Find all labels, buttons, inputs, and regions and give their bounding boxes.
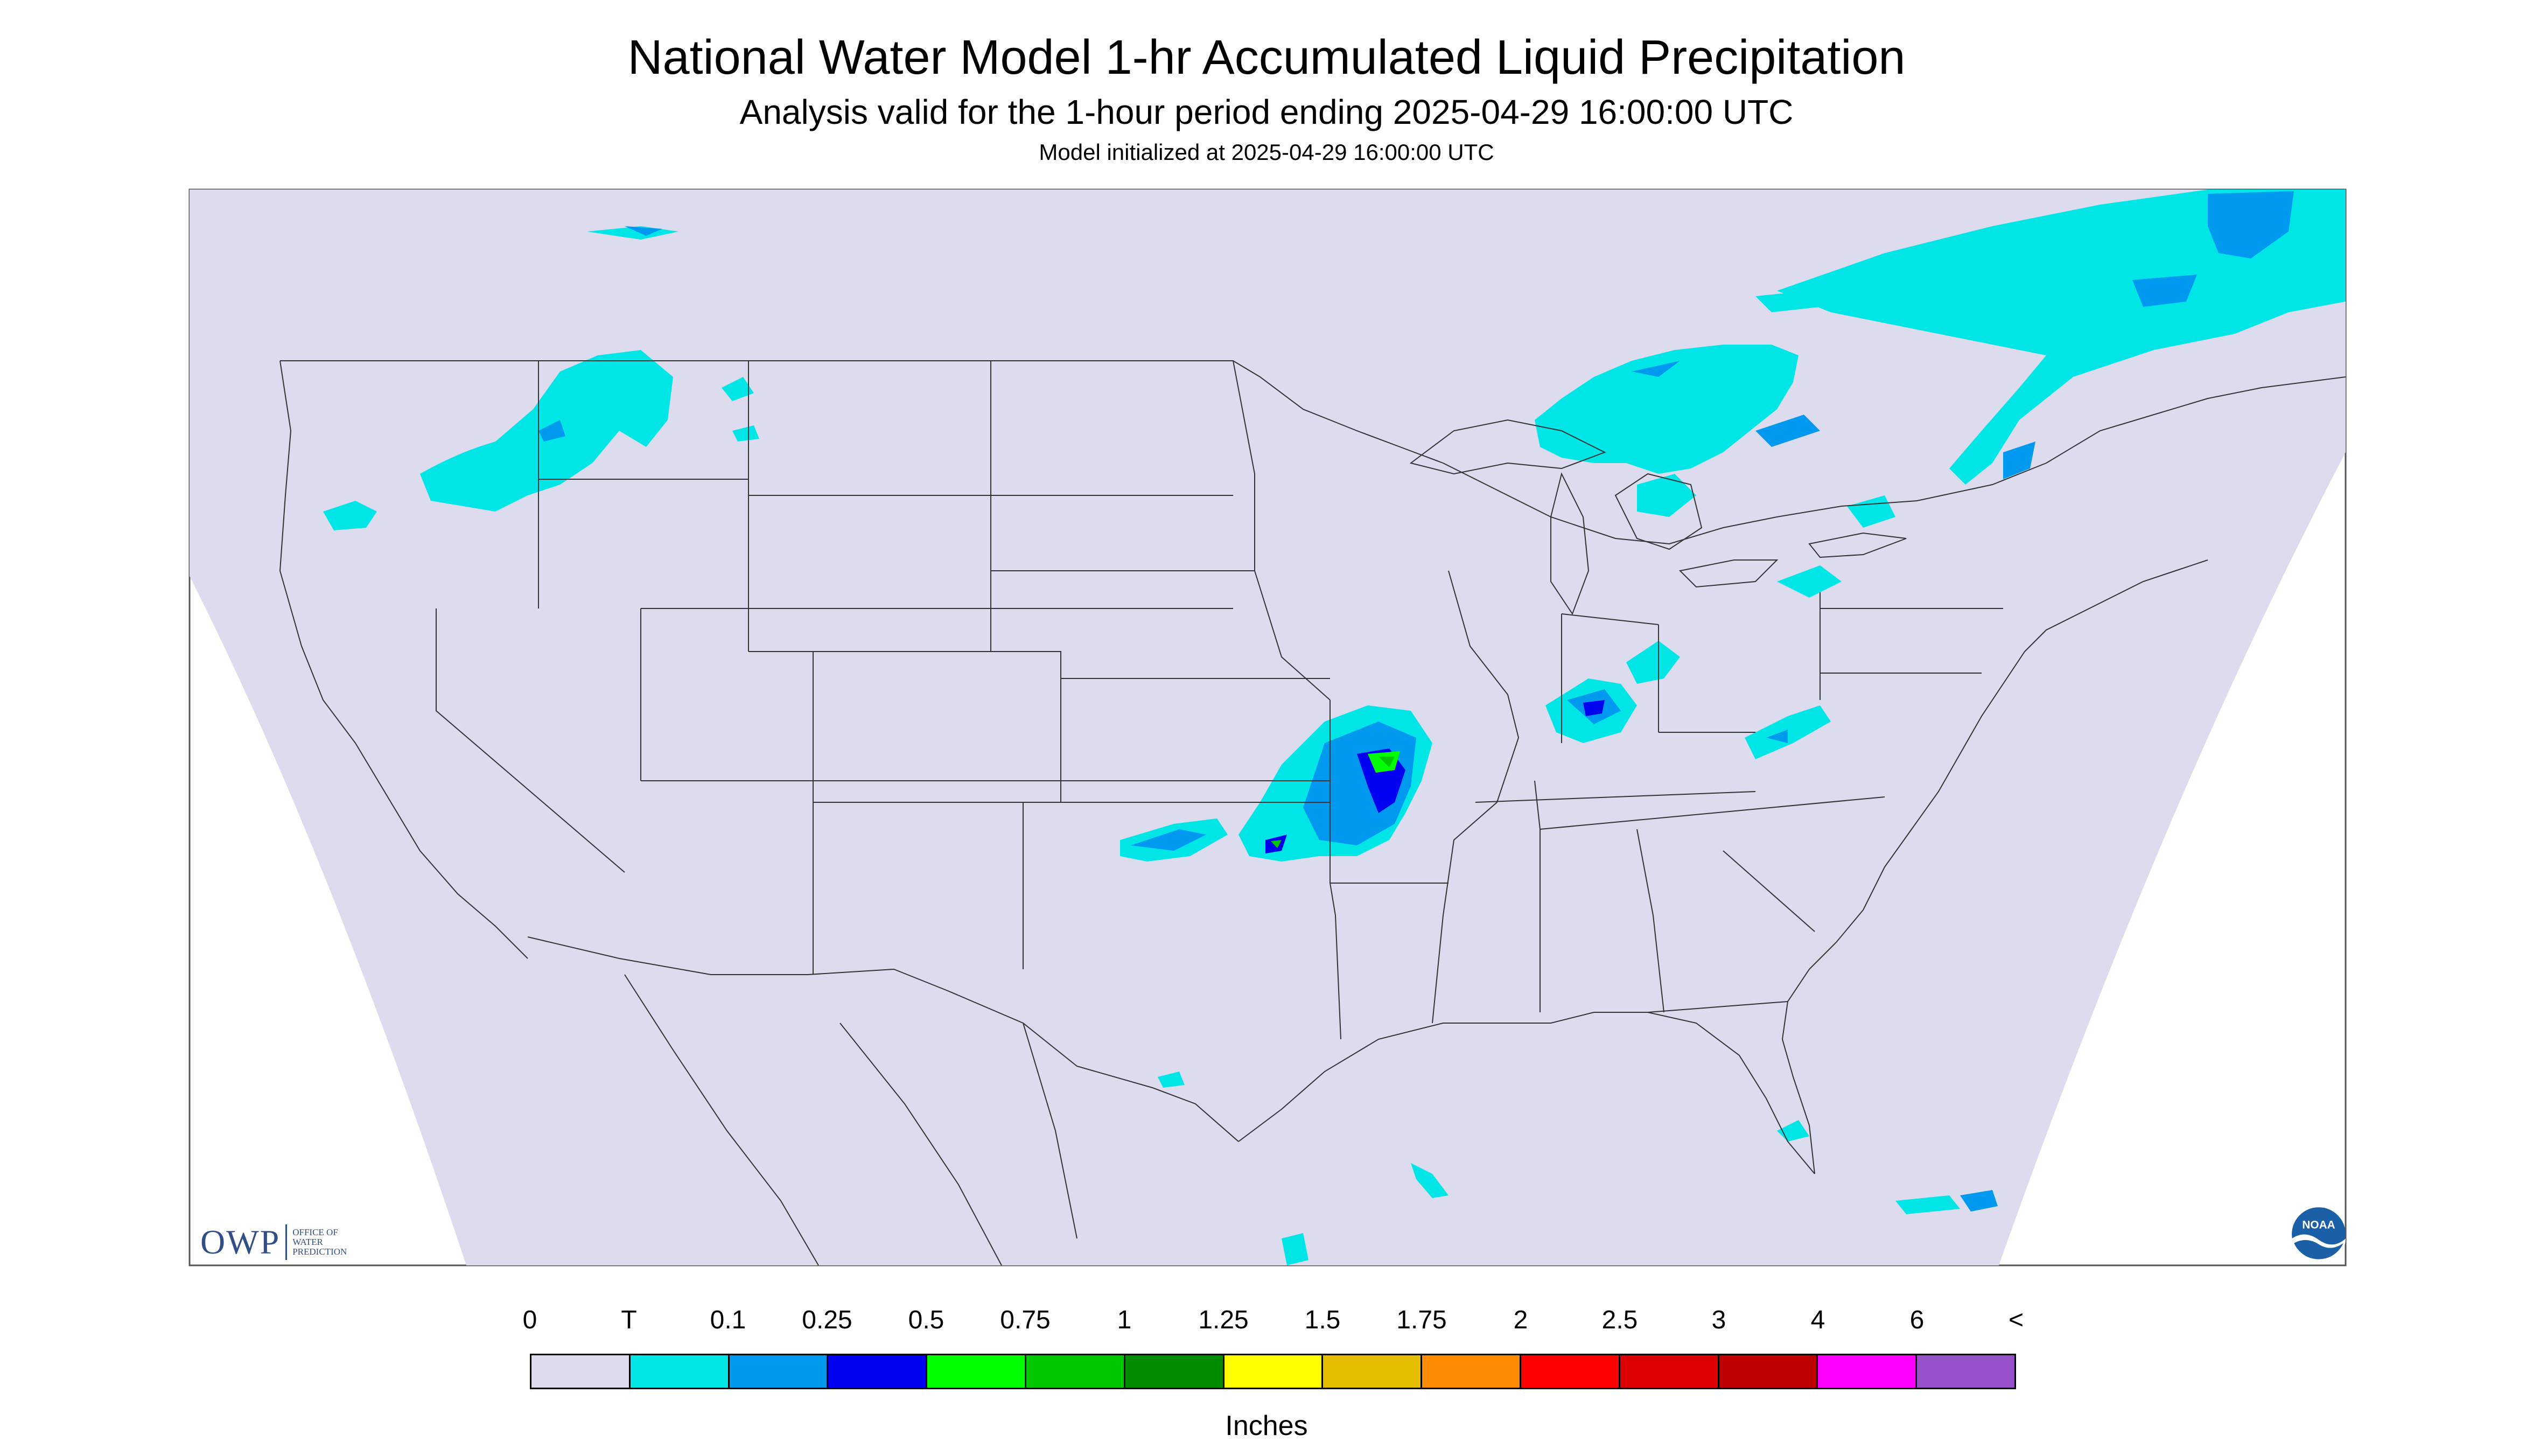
legend-tick-label: 1 (1117, 1306, 1132, 1334)
legend-tick-label: 0.25 (802, 1306, 852, 1334)
legend-tick-label: 2 (1513, 1306, 1528, 1334)
legend-swatch (531, 1355, 631, 1388)
legend-swatch (828, 1355, 928, 1388)
model-domain (190, 190, 2346, 1265)
legend-tick-label: 0.1 (710, 1306, 746, 1334)
legend-tick-label: 4 (1810, 1306, 1825, 1334)
legend-swatch (1818, 1355, 1918, 1388)
legend-swatch (1323, 1355, 1423, 1388)
owp-logo-line3: PREDICTION (292, 1246, 347, 1257)
legend-swatch (1224, 1355, 1324, 1388)
owp-logo-divider (285, 1224, 288, 1260)
great-lakes (1409, 419, 1907, 615)
legend-swatch (927, 1355, 1026, 1388)
legend-units: Inches (1225, 1410, 1308, 1441)
legend-tick-label: 0.5 (908, 1306, 944, 1334)
noaa-logo-icon: NOAA (2292, 1207, 2346, 1262)
map-subtitle: Analysis valid for the 1-hour period end… (739, 93, 1794, 131)
owp-logo-letters: OWP (200, 1223, 281, 1261)
legend-tick-label: 1.75 (1396, 1306, 1447, 1334)
legend-swatch (630, 1355, 730, 1388)
noaa-logo-text: NOAA (2302, 1219, 2335, 1231)
legend-tick-label: 0 (522, 1306, 537, 1334)
owp-logo-subtitle: OFFICE OF WATER PREDICTION (292, 1228, 347, 1257)
precip-areas (323, 190, 2346, 1265)
model-init-time: Model initialized at 2025-04-29 16:00:00… (1039, 139, 1494, 165)
legend-tick-label: T (621, 1306, 637, 1334)
precipitation-color-scale (530, 1354, 2016, 1389)
owp-logo: OWP OFFICE OF WATER PREDICTION (200, 1221, 347, 1263)
owp-logo-line2: WATER (292, 1237, 323, 1248)
legend-swatch (1125, 1355, 1224, 1388)
legend-tick-label: 2.5 (1601, 1306, 1638, 1334)
boundary-lines (279, 360, 2346, 1265)
legend-tick-label: 1.25 (1198, 1306, 1249, 1334)
legend-swatch (1422, 1355, 1521, 1388)
legend-tick-label: 6 (1909, 1306, 1925, 1334)
legend-swatch (1917, 1355, 2014, 1388)
legend-tick-label: 1.5 (1304, 1306, 1341, 1334)
legend-tick-label: 3 (1711, 1306, 1726, 1334)
legend-tick-label: 0.75 (1000, 1306, 1051, 1334)
owp-logo-line1: OFFICE OF (292, 1227, 338, 1238)
legend-swatch (1719, 1355, 1818, 1388)
legend-tick-label: < (2008, 1306, 2024, 1334)
legend-swatch (1521, 1355, 1620, 1388)
legend-swatch (1620, 1355, 1719, 1388)
legend-swatch (729, 1355, 829, 1388)
legend-swatch (1026, 1355, 1125, 1388)
map-title: National Water Model 1-hr Accumulated Li… (627, 31, 1906, 85)
